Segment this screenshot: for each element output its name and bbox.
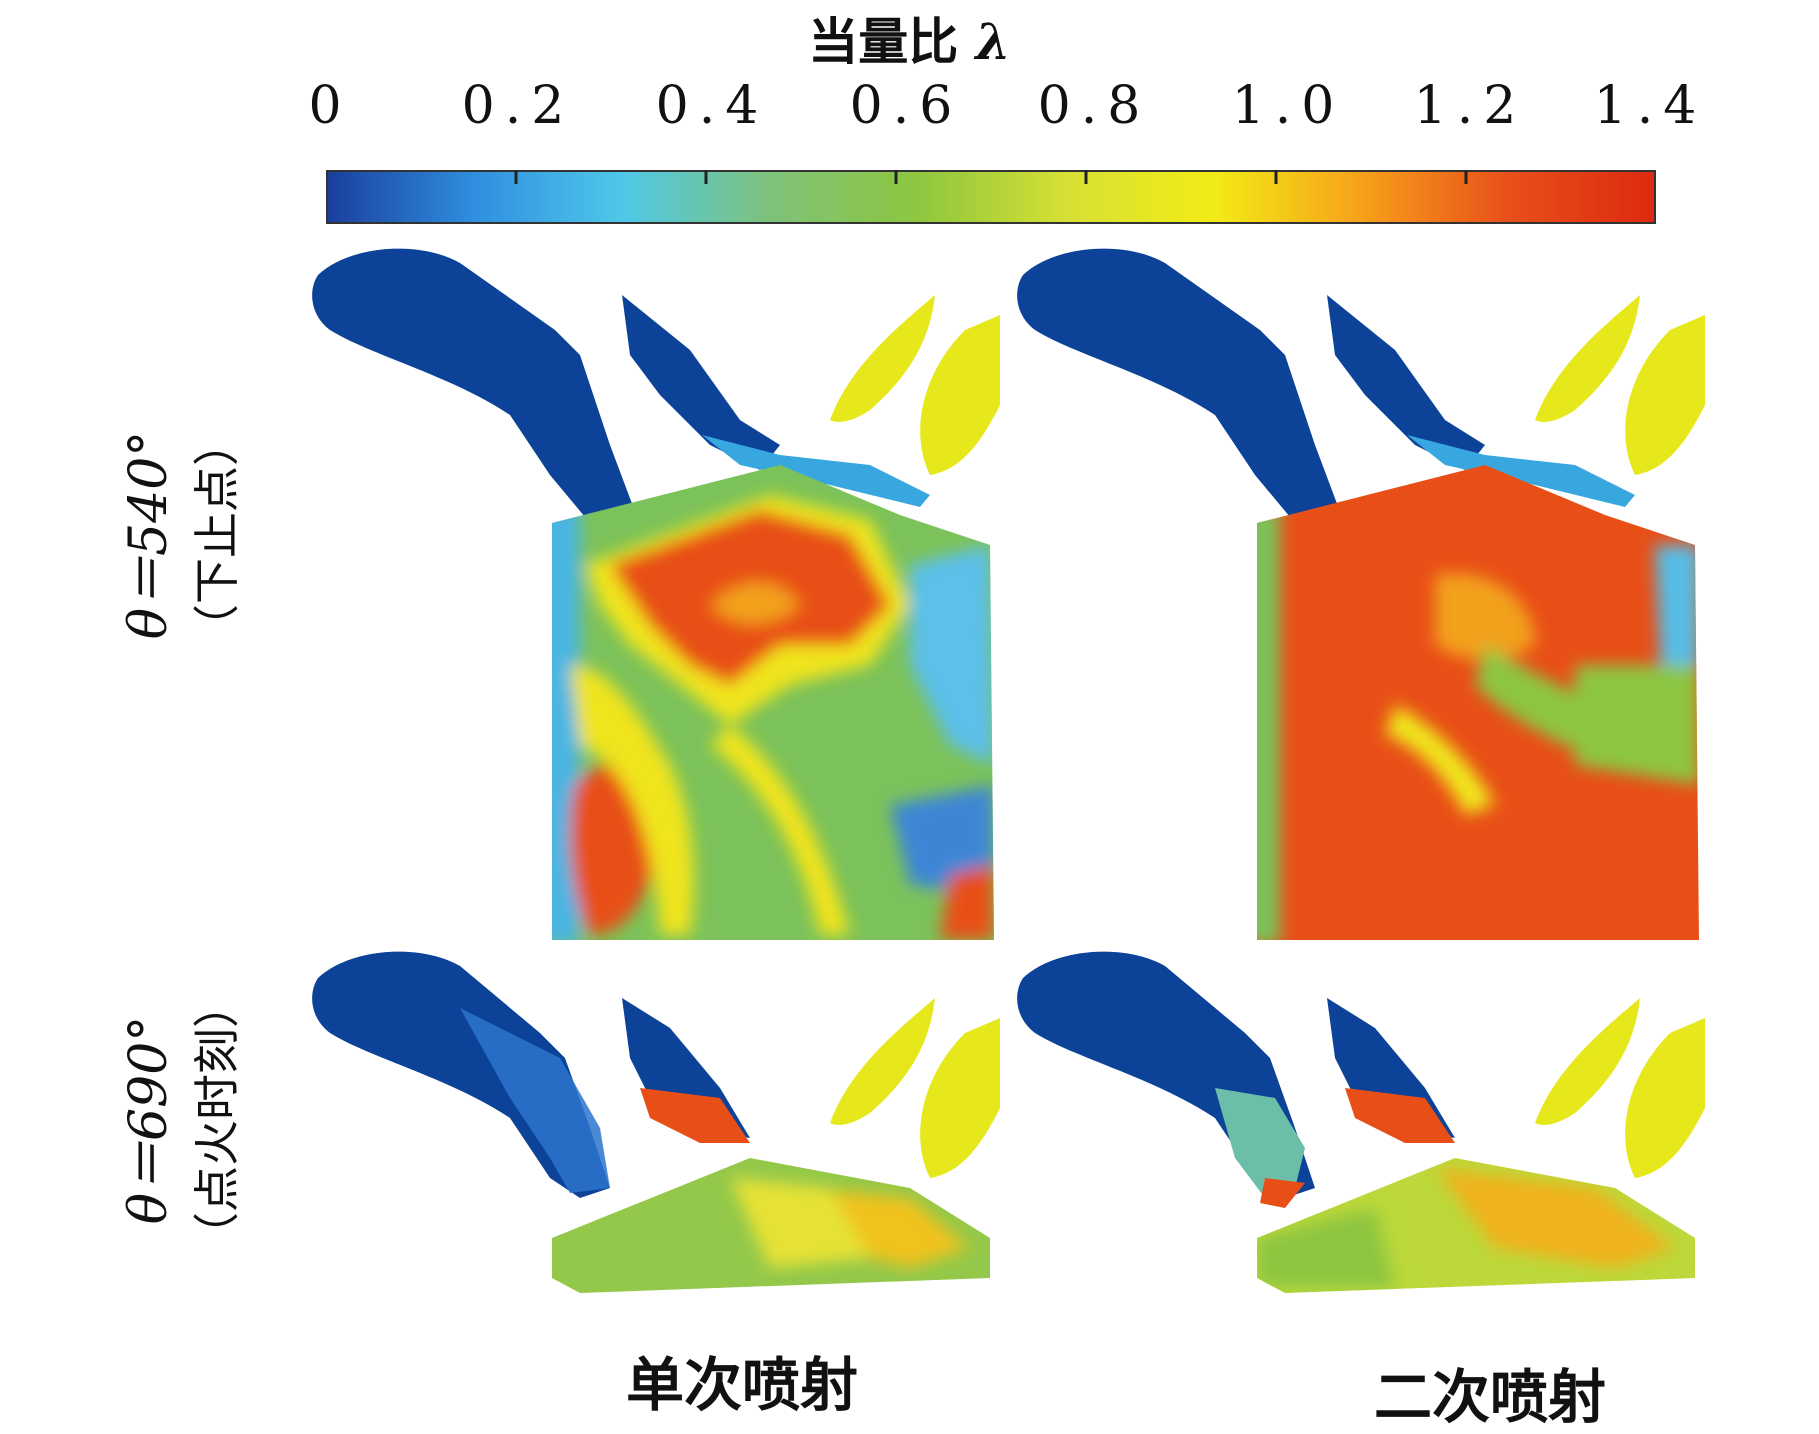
cylinder-outline	[1257, 465, 1699, 940]
colorbar-tick-label: 1.4	[1593, 76, 1707, 136]
row-label-angle: θ＝540°	[119, 430, 179, 640]
exhaust-port-2	[920, 315, 1000, 475]
row-label-sub: （点火时刻）	[190, 982, 244, 1258]
colorbar-ticks	[514, 170, 1468, 184]
row-label-690: θ＝690° （点火时刻）	[115, 890, 255, 1350]
colorbar-tick-label: 0.6	[849, 76, 963, 136]
exhaust-port-1	[1535, 295, 1640, 422]
exhaust-port-2	[1625, 315, 1705, 475]
colorbar-tick-label: 0.2	[461, 76, 575, 136]
panel-single-690	[312, 951, 1000, 1293]
colorbar	[326, 170, 1656, 224]
panel-single-540	[312, 248, 1000, 940]
colorbar-tick-label: 0.4	[655, 76, 769, 136]
exhaust-port-1	[830, 998, 935, 1125]
column-label-double: 二次喷射	[1373, 1363, 1607, 1431]
row-label-540: θ＝540° （下止点）	[115, 325, 255, 745]
intake-port-right	[1327, 295, 1485, 470]
column-label-single: 单次喷射	[625, 1351, 859, 1419]
exhaust-port-2	[1625, 1018, 1705, 1178]
intake-port-left	[312, 951, 610, 1198]
row-label-angle: θ＝690°	[119, 1015, 179, 1225]
colorbar-tick-label: 1.0	[1231, 76, 1345, 136]
panel-double-690	[1017, 951, 1705, 1293]
exhaust-port-1	[830, 295, 935, 422]
intake-port-right	[622, 295, 780, 470]
colorbar-title: 当量比 λ	[0, 2, 1819, 74]
colorbar-title-text: 当量比	[808, 13, 959, 71]
colorbar-tick-label: 0	[308, 76, 352, 136]
valve-seat	[702, 435, 930, 507]
row-label-sub: （下止点）	[190, 420, 244, 650]
intake-port-left	[312, 248, 640, 525]
exhaust-port-2	[920, 1018, 1000, 1178]
colorbar-tick-label: 0.8	[1037, 76, 1151, 136]
valve-seat	[1407, 435, 1635, 507]
panel-double-540	[1017, 248, 1705, 940]
colorbar-tick-label: 1.2	[1413, 76, 1527, 136]
colorbar-symbol: λ	[975, 12, 1011, 71]
exhaust-port-1	[1535, 998, 1640, 1125]
intake-port-left	[1017, 248, 1345, 525]
